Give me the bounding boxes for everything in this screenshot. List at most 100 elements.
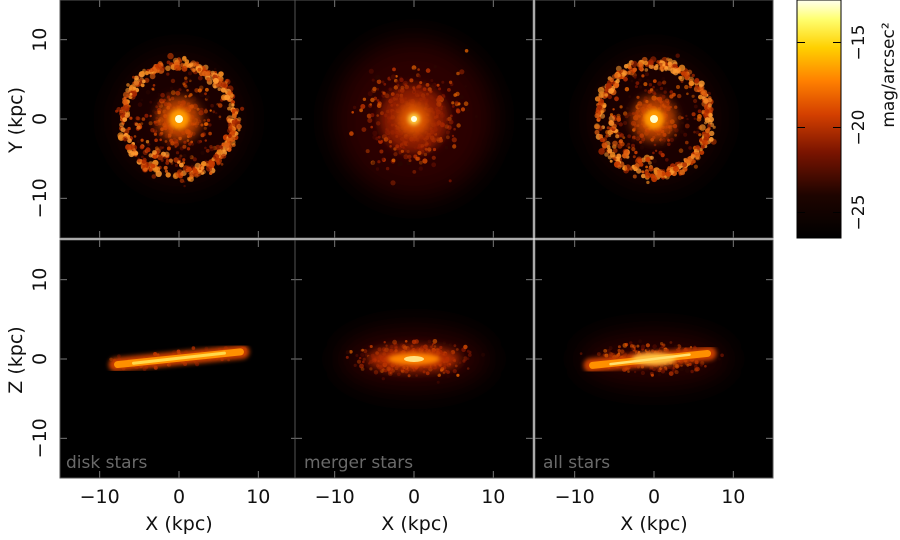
ring-particle (598, 134, 603, 139)
star-particle (213, 67, 217, 71)
star-particle (685, 114, 688, 118)
core-center (175, 115, 183, 123)
star-particle (410, 344, 414, 348)
star-particle (140, 138, 144, 142)
star-particle (381, 377, 385, 381)
ring-particle (601, 142, 608, 149)
star-particle (451, 134, 455, 138)
star-particle (376, 103, 382, 108)
star-particle (659, 93, 663, 98)
star-particle (217, 103, 223, 108)
ring-particle (628, 65, 632, 70)
ring-particle (602, 104, 607, 108)
ring-particle (602, 137, 607, 142)
x-tick-label: −10 (555, 486, 595, 508)
star-particle (349, 131, 354, 136)
star-particle (203, 109, 208, 114)
star-particle (466, 357, 470, 360)
star-particle (190, 140, 194, 144)
star-particle (189, 79, 192, 83)
star-particle (643, 82, 648, 87)
star-particle (206, 118, 211, 123)
star-particle (631, 143, 635, 148)
star-particle (459, 356, 464, 360)
star-particle (625, 144, 629, 148)
ring-particle (209, 171, 213, 175)
ring-particle (708, 107, 714, 112)
ring-particle (234, 131, 239, 136)
star-particle (164, 140, 168, 143)
star-particle (370, 113, 375, 118)
star-particle (352, 105, 357, 110)
star-particle (640, 370, 646, 376)
star-particle (617, 345, 621, 349)
star-particle (367, 118, 373, 123)
ring-particle (127, 138, 132, 144)
ring-particle (229, 125, 233, 129)
ring-particle (141, 159, 147, 164)
x-tick-label: 10 (246, 486, 270, 508)
star-particle (117, 354, 121, 358)
ring-particle (231, 103, 235, 107)
ring-particle (681, 71, 687, 77)
star-particle (459, 95, 464, 100)
ring-particle (163, 165, 168, 170)
star-particle (693, 164, 699, 169)
star-particle (418, 74, 421, 78)
star-particle (208, 131, 212, 136)
star-particle (192, 157, 197, 162)
star-particle (188, 94, 191, 98)
ring-particle (598, 91, 605, 98)
ring-particle (612, 148, 618, 154)
ring-particle (708, 113, 713, 118)
star-particle (673, 344, 679, 349)
star-particle (184, 76, 188, 80)
star-particle (452, 144, 457, 149)
star-particle (663, 90, 667, 94)
star-particle (422, 158, 428, 164)
star-particle (378, 368, 382, 372)
star-particle (695, 130, 700, 135)
star-particle (639, 145, 644, 150)
star-particle (147, 142, 151, 146)
ring-particle (708, 116, 714, 123)
star-particle (369, 103, 373, 106)
star-particle (387, 368, 392, 373)
star-particle (448, 179, 452, 183)
star-particle (184, 84, 188, 89)
panel-frame (294, 239, 534, 479)
panel-tick-marks (295, 0, 533, 238)
star-particle (675, 53, 680, 58)
star-particle (345, 355, 349, 359)
y-tick-label: 10 (29, 268, 51, 292)
star-particle (463, 344, 468, 350)
ring-particle (617, 73, 621, 78)
star-particle (432, 339, 438, 344)
ring-particle (140, 70, 145, 76)
ring-particle (206, 77, 211, 82)
ring-particle (212, 77, 219, 84)
ring-particle (220, 87, 226, 93)
star-particle (688, 362, 692, 366)
ring-particle (221, 153, 227, 159)
star-particle (665, 158, 669, 162)
ring-particle (707, 127, 711, 131)
ring-particle (165, 65, 171, 72)
colorbar-tick-label: −20 (849, 110, 869, 146)
star-particle (203, 119, 206, 122)
star-particle (674, 128, 679, 133)
star-particle (681, 121, 685, 125)
star-particle (689, 346, 693, 349)
ring-particle (607, 94, 612, 100)
colorbar-tick-label: −15 (849, 25, 869, 61)
ring-particle (699, 138, 703, 141)
ring-particle (230, 136, 236, 142)
ring-particle (236, 123, 242, 130)
star-particle (431, 162, 437, 168)
ring-particle (218, 71, 224, 77)
star-particle (166, 142, 171, 147)
ring-particle (648, 64, 654, 69)
ring-particle (122, 99, 128, 105)
colorbar-tick-label: −25 (849, 195, 869, 231)
star-particle (201, 132, 206, 137)
